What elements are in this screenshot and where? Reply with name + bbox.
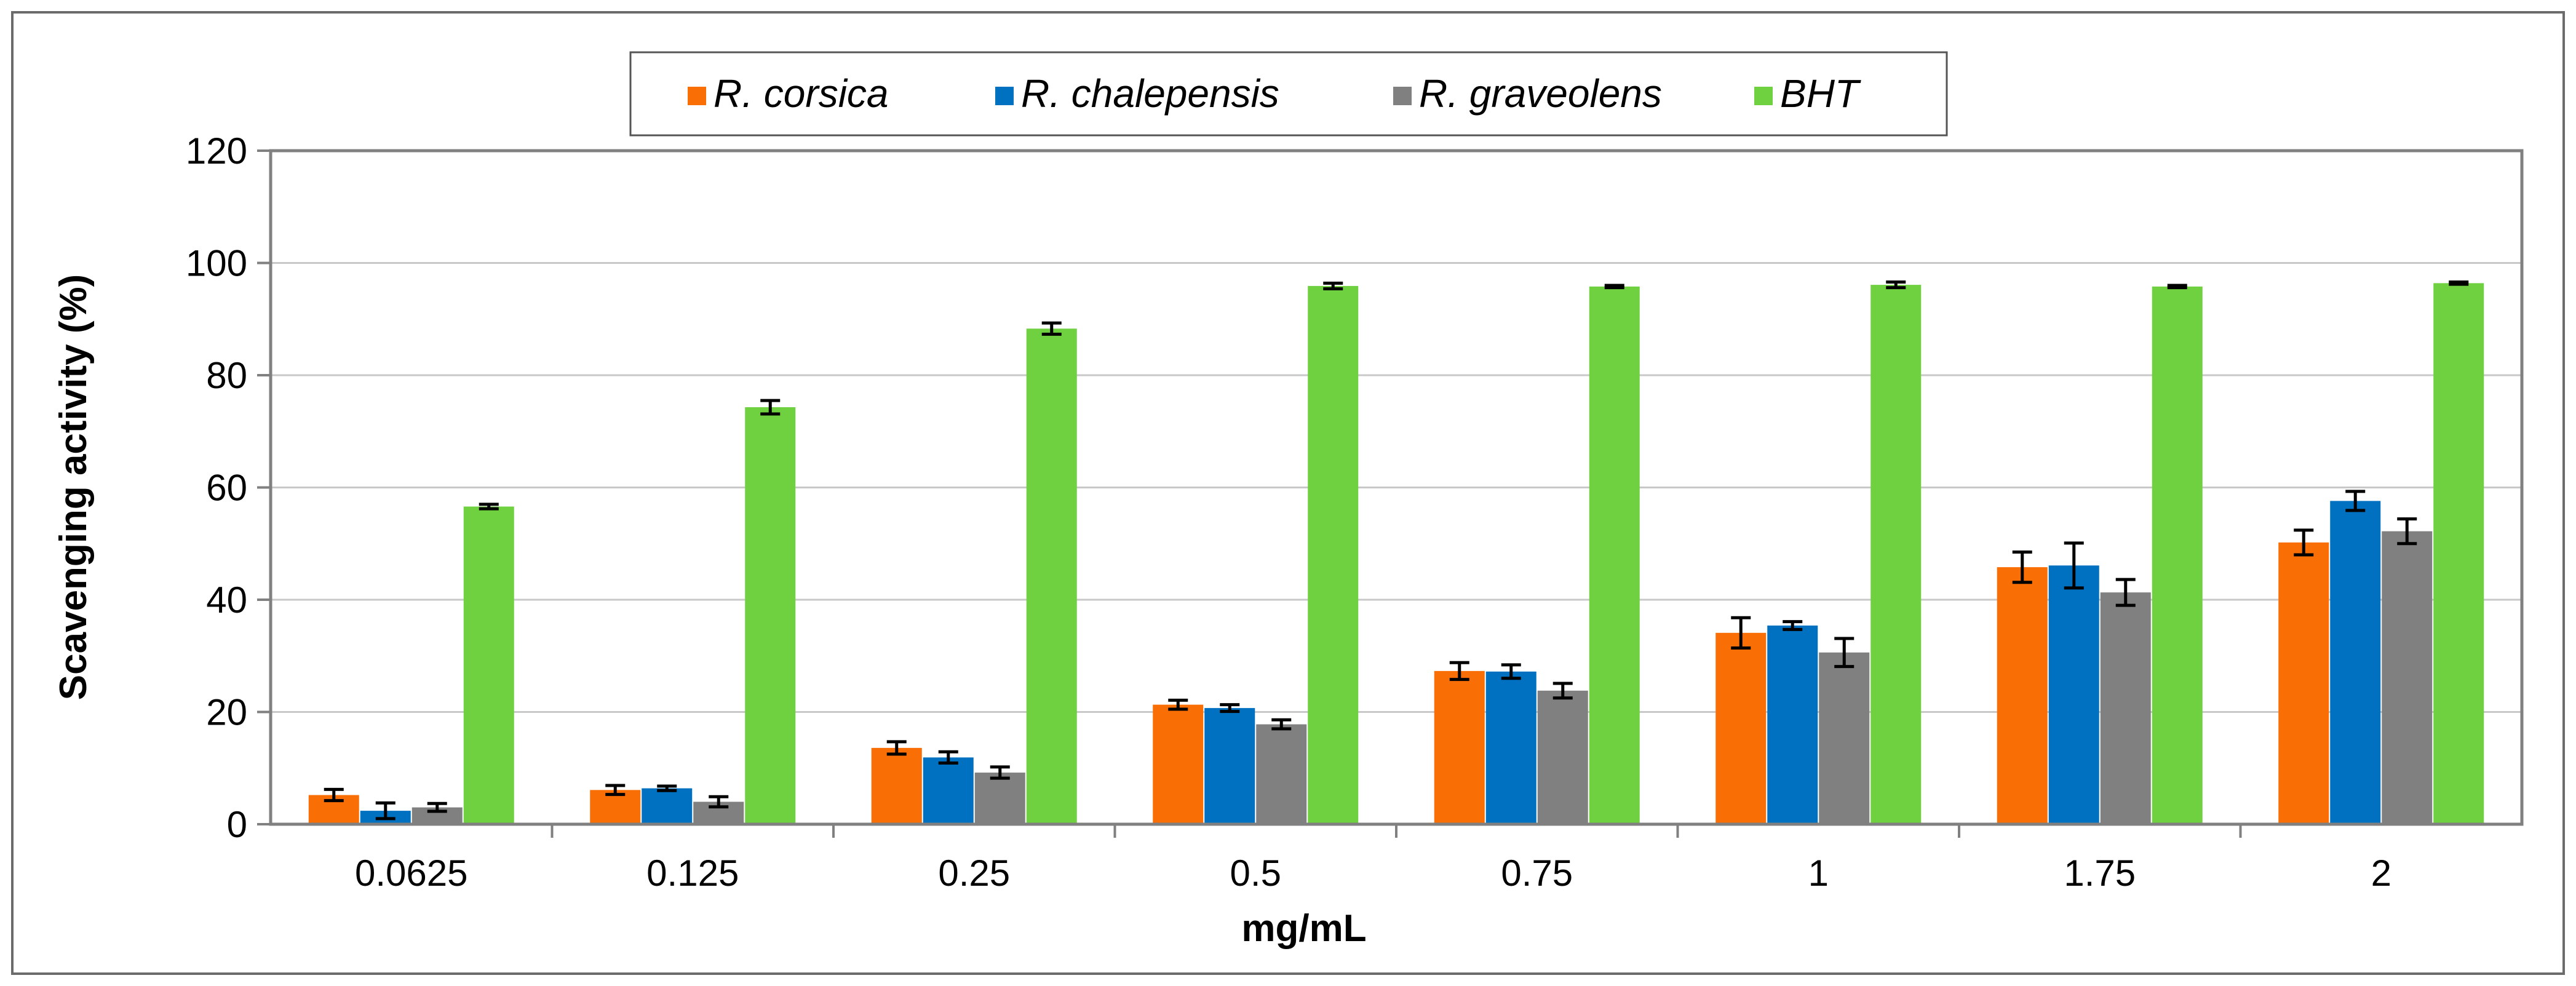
bar <box>1715 632 1767 824</box>
x-tick-label: 0.5 <box>1230 853 1281 894</box>
bar <box>923 757 974 824</box>
x-tick-label: 0.125 <box>646 853 739 894</box>
legend-label: R. chalepensis <box>1021 71 1279 116</box>
bar <box>1819 652 1870 824</box>
x-axis-title: mg/mL <box>1241 907 1366 950</box>
x-tick-label: 1.75 <box>2064 853 2136 894</box>
legend-swatch <box>1393 87 1412 105</box>
bar <box>974 773 1025 824</box>
bar <box>2433 283 2484 825</box>
bar <box>2152 286 2203 824</box>
bar <box>1485 671 1536 824</box>
legend-label: R. graveolens <box>1419 71 1662 116</box>
bar <box>2382 531 2433 824</box>
bar <box>1153 704 1204 824</box>
legend-swatch <box>688 87 706 105</box>
y-tick-label: 60 <box>206 467 247 509</box>
bar <box>1589 286 1640 824</box>
x-tick-label: 0.25 <box>938 853 1010 894</box>
x-tick-label: 0.0625 <box>355 853 468 894</box>
legend-box <box>629 51 1948 137</box>
y-axis-title: Scavenging activity (%) <box>52 274 95 701</box>
bar <box>2100 592 2151 824</box>
y-tick-label: 100 <box>186 243 247 284</box>
bar <box>871 747 922 824</box>
bar <box>2330 501 2381 824</box>
y-tick-label: 20 <box>206 692 247 733</box>
bar <box>2278 542 2329 824</box>
y-tick-label: 40 <box>206 579 247 621</box>
bar <box>1997 567 2048 824</box>
y-tick-label: 0 <box>227 804 247 845</box>
x-tick-label: 2 <box>2371 853 2391 894</box>
bar <box>642 788 693 824</box>
bar <box>1256 724 1307 824</box>
legend-swatch <box>1754 87 1773 105</box>
legend-label: BHT <box>1780 71 1861 116</box>
bar <box>1308 285 1359 825</box>
bar <box>745 407 796 824</box>
bar <box>2048 565 2099 824</box>
legend-swatch <box>995 87 1014 105</box>
y-tick-label: 120 <box>186 130 247 172</box>
bar <box>1767 625 1818 824</box>
bar <box>1434 670 1485 824</box>
y-tick-label: 80 <box>206 355 247 396</box>
x-tick-label: 1 <box>1808 853 1829 894</box>
bar <box>463 506 514 824</box>
bar <box>1870 285 1922 824</box>
x-tick-label: 0.75 <box>1501 853 1573 894</box>
bar <box>1026 328 1077 824</box>
bar <box>1204 708 1255 824</box>
legend-label: R. corsica <box>714 71 889 116</box>
bar <box>1537 690 1588 824</box>
